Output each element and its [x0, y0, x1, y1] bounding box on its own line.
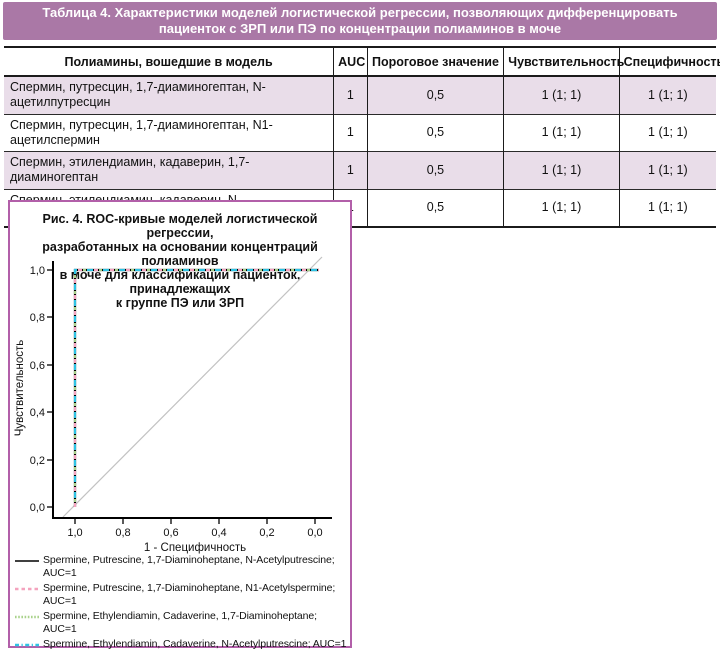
cell-specificity: 1 (1; 1): [618, 75, 716, 114]
table-header-row: Полиамины, вошедшие в модель AUC Порогов…: [4, 47, 720, 77]
y-axis-label: Чувствительность: [14, 340, 26, 437]
x-tick-label: 1,0: [67, 527, 82, 539]
figure-box: Рис. 4. ROC-кривые моделей логистической…: [8, 200, 352, 650]
y-tick-marks: [47, 269, 53, 508]
cell-threshold: 0,5: [366, 75, 504, 114]
cell-model: Спермин, этилендиамин, кадаверин, 1,7-ди…: [4, 151, 334, 189]
figure-title-line-4: к группе ПЭ или ЗРП: [115, 296, 245, 310]
roc-curve-model-2: [73, 268, 319, 507]
cell-auc: 1: [333, 151, 368, 189]
roc-curve-model-4: [73, 268, 319, 507]
cell-threshold: 0,5: [366, 188, 504, 227]
x-tick-label: 0,2: [259, 527, 274, 539]
col-header-specificity: Специфичность: [618, 47, 720, 77]
legend-line-dashed-pink-icon: [15, 587, 39, 591]
x-axis-label: 1 - Специфичность: [144, 542, 246, 554]
cell-threshold: 0,5: [366, 151, 504, 189]
col-header-model: Полиамины, вошедшие в модель: [4, 47, 334, 77]
x-tick-label: 0,4: [211, 527, 226, 539]
x-tick-labels: 1,0 0,8 0,6 0,4 0,2 0,0: [67, 527, 322, 539]
cell-sensitivity: 1 (1; 1): [503, 151, 620, 189]
figure-title: Рис. 4. ROC-кривые моделей логистической…: [10, 212, 350, 310]
roc-curves: [73, 268, 319, 507]
chance-diagonal-line: [62, 256, 323, 518]
figure-title-line-2: разработанных на основании концентраций …: [42, 240, 318, 268]
y-tick-label: 1,0: [30, 265, 45, 277]
y-tick-label: 0,8: [30, 312, 45, 324]
x-tick-label: 0,0: [307, 527, 322, 539]
y-tick-label: 0,4: [30, 407, 45, 419]
cell-sensitivity: 1 (1; 1): [503, 75, 620, 114]
legend-item: Spermine, Ethylendiamin, Cadaverine, N-A…: [15, 638, 349, 651]
x-tick-label: 0,6: [163, 527, 178, 539]
roc-chart: Чувствительность 1,0 0,8 0,: [14, 256, 332, 554]
legend-line-dashdot-cyan-icon: [15, 643, 39, 647]
table-row: Спермин, путресцин, 1,7-диаминогептан, N…: [4, 75, 716, 114]
cell-sensitivity: 1 (1; 1): [503, 188, 620, 227]
chart-legend: Spermine, Putrescine, 1,7-Diaminoheptane…: [15, 554, 349, 653]
y-tick-label: 0,0: [30, 502, 45, 514]
y-tick-label: 0,2: [30, 455, 45, 467]
cell-threshold: 0,5: [366, 113, 504, 152]
y-tick-label: 0,6: [30, 360, 45, 372]
legend-label: Spermine, Ethylendiamin, Cadaverine, 1,7…: [43, 610, 317, 635]
legend-label: Spermine, Putrescine, 1,7-Diaminoheptane…: [43, 582, 336, 607]
cell-auc: 1: [333, 113, 368, 152]
legend-item: Spermine, Ethylendiamin, Cadaverine, 1,7…: [15, 610, 349, 636]
y-tick-labels: 1,0 0,8 0,6 0,4 0,2 0,0: [30, 265, 45, 514]
cell-specificity: 1 (1; 1): [618, 188, 716, 227]
table-caption-banner: Таблица 4. Характеристики моделей логист…: [3, 2, 717, 40]
legend-label: Spermine, Putrescine, 1,7-Diaminoheptane…: [43, 554, 335, 579]
x-tick-marks: [74, 518, 316, 524]
legend-line-dotted-green-icon: [15, 615, 39, 619]
table-caption-line-2: пациенток с ЗРП или ПЭ по концентрации п…: [158, 21, 562, 36]
x-tick-label: 0,8: [115, 527, 130, 539]
legend-item: Spermine, Putrescine, 1,7-Diaminoheptane…: [15, 582, 349, 608]
table-caption-line-1: Таблица 4. Характеристики моделей логист…: [42, 5, 678, 20]
cell-model: Спермин, путресцин, 1,7-диаминогептан, N…: [4, 75, 334, 114]
figure-title-line-1: Рис. 4. ROC-кривые моделей логистической…: [42, 212, 318, 240]
col-header-threshold: Пороговое значение: [366, 47, 504, 77]
legend-item: Spermine, Putrescine, 1,7-Diaminoheptane…: [15, 554, 349, 580]
legend-line-solid-black-icon: [15, 560, 39, 562]
cell-model: Спермин, путресцин, 1,7-диаминогептан, N…: [4, 113, 334, 152]
table-row: Спермин, этилендиамин, кадаверин, 1,7-ди…: [4, 151, 716, 189]
figure-title-line-3: в моче для классификации пациенток, прин…: [59, 268, 301, 296]
cell-specificity: 1 (1; 1): [618, 151, 716, 189]
col-header-sensitivity: Чувствительность: [503, 47, 624, 77]
table-row: Спермин, путресцин, 1,7-диаминогептан, N…: [4, 113, 716, 152]
cell-auc: 1: [333, 75, 368, 114]
roc-curve-model-3: [73, 268, 319, 507]
col-header-auc: AUC: [333, 47, 368, 77]
roc-curve-model-1: [73, 268, 319, 507]
cell-specificity: 1 (1; 1): [618, 113, 716, 152]
legend-label: Spermine, Ethylendiamin, Cadaverine, N-A…: [43, 638, 347, 650]
cell-sensitivity: 1 (1; 1): [503, 113, 620, 152]
